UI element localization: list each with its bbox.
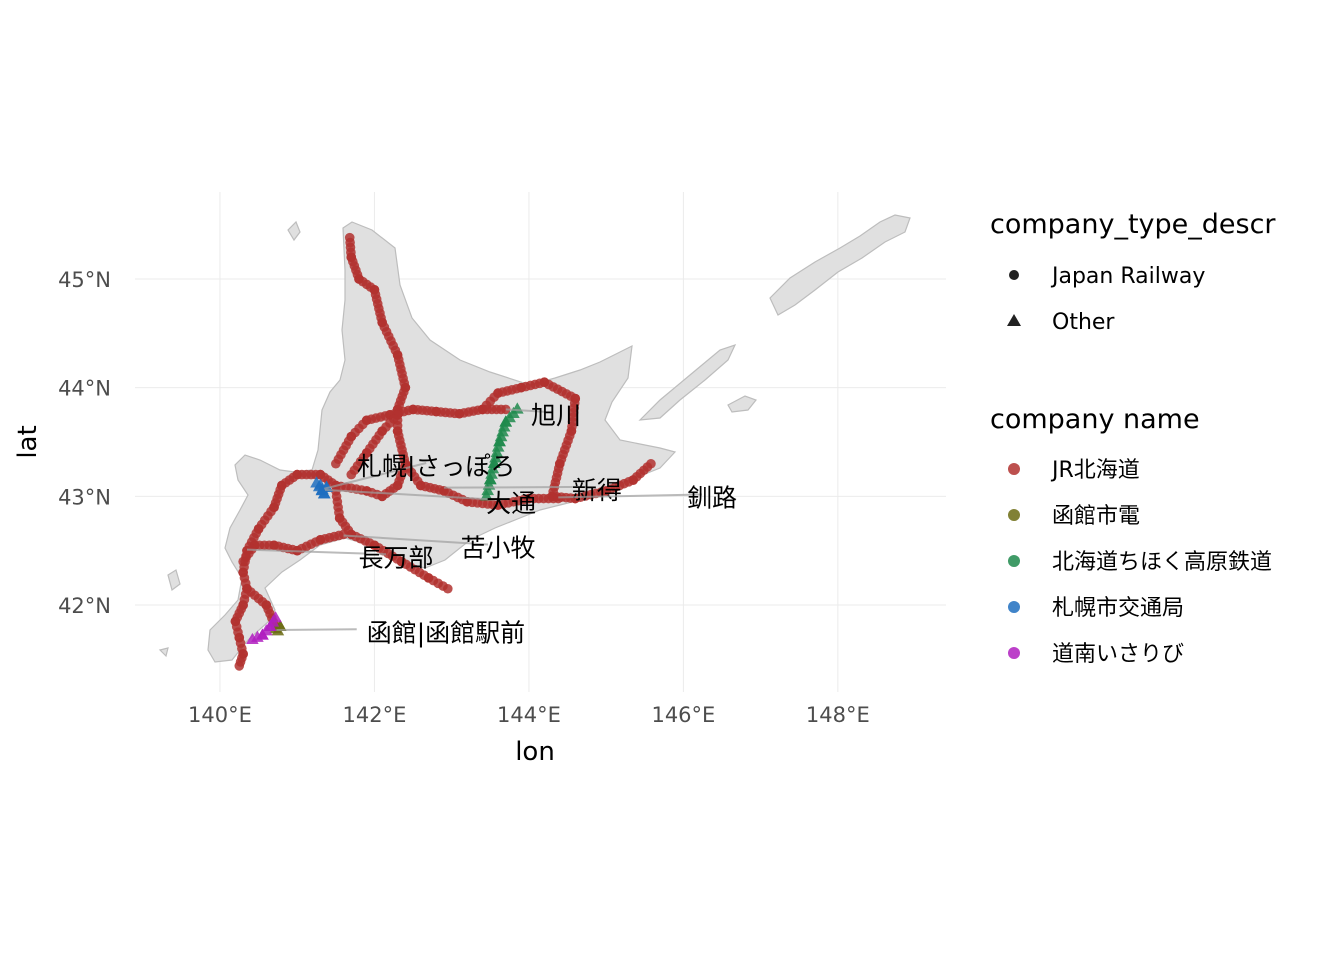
legend-color-key (1008, 601, 1020, 613)
legend-color-key (1008, 647, 1020, 659)
station-label: 旭川 (531, 401, 581, 430)
y-tick-label: 43°N (58, 485, 111, 509)
station-label: 苫小牧 (461, 534, 536, 563)
station-label: 函館|函館駅前 (367, 618, 525, 647)
kunashiri-land (638, 343, 737, 421)
legend: company_type_descr company name Japan Ra… (990, 209, 1276, 667)
x-axis-title: lon (515, 737, 555, 767)
legend-color-title: company name (990, 404, 1200, 435)
series-2 (310, 476, 333, 499)
station-label: 札幌|さっぽろ (357, 452, 515, 481)
legend-color-label: 北海道ちほく高原鉄道 (1052, 550, 1272, 575)
station-point (234, 661, 245, 671)
axes: lon lat 140°E 142°E 144°E 146°E 148°E 42°N 43°… (13, 268, 870, 767)
series-4 (246, 611, 282, 645)
series-1 (480, 402, 524, 501)
legend-color-label: 函館市電 (1052, 504, 1140, 529)
hokkaido-land (207, 221, 677, 663)
station-points (230, 232, 656, 671)
legend-color-key (1008, 555, 1020, 567)
shikotan-land (727, 395, 757, 413)
station-point (553, 493, 564, 504)
x-tick-label: 148°E (806, 703, 870, 727)
okushiri-land (167, 569, 181, 592)
rishiri-land (287, 220, 301, 242)
legend-color-key (1008, 463, 1020, 475)
station-point (346, 469, 357, 480)
station-point (238, 556, 248, 567)
x-tick-label: 142°E (343, 703, 407, 727)
station-label: 長万部 (359, 543, 434, 572)
station-point (646, 458, 656, 469)
x-tick-label: 140°E (188, 703, 252, 727)
land-polygons (158, 214, 911, 663)
y-tick-label: 42°N (58, 594, 111, 618)
label-leader-line (324, 488, 502, 501)
legend-shape-title: company_type_descr (990, 209, 1276, 240)
label-leader-line (558, 493, 702, 499)
label-leader-line (323, 462, 427, 490)
legend-color-label: JR北海道 (1050, 458, 1140, 483)
label-leader-line (505, 408, 547, 413)
station-label: 新得 (572, 476, 622, 505)
station-point (246, 632, 259, 645)
legend-color-label: 道南いさりび (1052, 642, 1184, 667)
x-tick-label: 146°E (651, 703, 715, 727)
legend-color-label: 札幌市交通局 (1052, 596, 1184, 621)
station-point (443, 583, 453, 594)
legend-color-key (1008, 509, 1020, 521)
y-tick-label: 44°N (58, 377, 111, 401)
label-leader-line (343, 534, 489, 546)
legend-shape-key-circle (1009, 270, 1019, 280)
legend-shape-label: Japan Railway (1050, 264, 1205, 289)
small-island-land (158, 647, 169, 658)
legend-shape-key-triangle (1007, 314, 1021, 326)
x-tick-label: 144°E (497, 703, 561, 727)
legend-shape-label: Other (1052, 310, 1115, 335)
label-leader-line (443, 485, 587, 489)
station-label: 大通 (486, 489, 536, 518)
station-label: 釧路 (687, 484, 737, 513)
station-point (314, 478, 327, 490)
y-axis-title: lat (13, 425, 43, 458)
label-leader-line (276, 628, 357, 632)
label-leader-line (246, 548, 387, 556)
y-tick-label: 45°N (58, 268, 111, 292)
etorofu-land (769, 214, 911, 316)
